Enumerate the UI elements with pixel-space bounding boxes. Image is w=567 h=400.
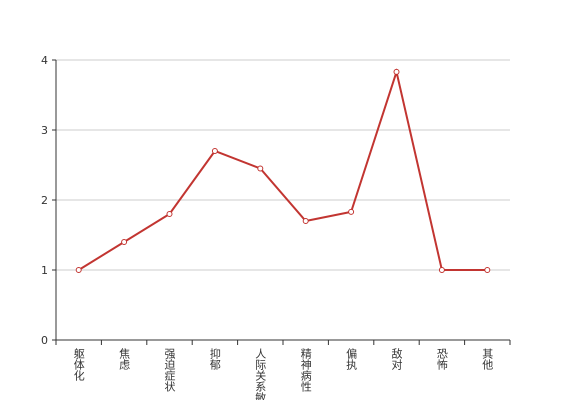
point: [121, 239, 128, 245]
x-tick-label: 强迫症状: [163, 348, 176, 392]
point: [484, 267, 491, 273]
x-tick-label: 抑郁: [208, 347, 221, 370]
y-tick-label: 1: [41, 264, 48, 277]
x-tick-label: 敌对: [390, 347, 403, 370]
point: [302, 218, 309, 224]
x-tick-label: 其他: [481, 348, 494, 370]
point: [75, 267, 82, 273]
x-tick-label: 恐怖: [435, 348, 448, 370]
x-tick-label: 精神病性: [299, 348, 312, 393]
line: [78, 68, 488, 271]
y-tick-label: 2: [41, 194, 48, 207]
y-tick-label: 4: [41, 54, 48, 67]
point: [166, 211, 173, 217]
point: [257, 165, 264, 172]
y-tick-label: 3: [41, 124, 48, 137]
x-tick-label: 焦虑: [118, 348, 131, 370]
x-tick-label: 人际关系敏感: [254, 348, 267, 400]
point: [211, 148, 218, 154]
x-tick-label: 躯体化: [72, 348, 85, 382]
point: [393, 68, 400, 75]
point: [348, 208, 355, 215]
y-tick-label: 0: [41, 334, 48, 347]
x-tick-label: 偏执: [345, 347, 358, 371]
point: [438, 267, 445, 273]
